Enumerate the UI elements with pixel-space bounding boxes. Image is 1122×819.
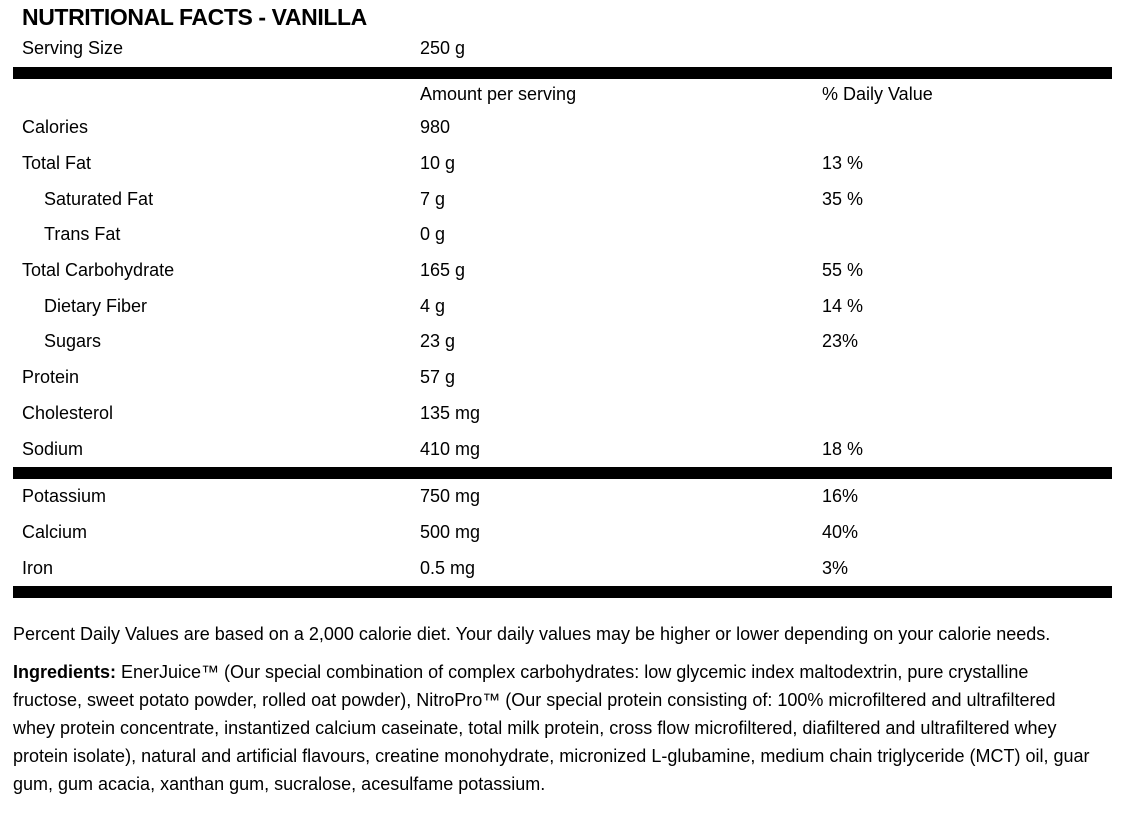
nutrient-amount: 57 g — [420, 367, 456, 388]
nutrient-amount: 135 mg — [420, 402, 481, 423]
table-row-protein: Protein 57 g — [0, 360, 1122, 396]
nutrient-amount: 7 g — [420, 188, 446, 209]
divider-bar-bottom — [13, 585, 1112, 598]
nutrient-amount: 980 — [420, 117, 451, 138]
nutrient-daily-value: 3% — [822, 557, 849, 578]
table-row-calcium: Calcium 500 mg 40% — [0, 515, 1122, 551]
nutrient-daily-value: 14 % — [822, 295, 864, 316]
nutrient-label: Saturated Fat — [44, 188, 154, 209]
nutrient-amount: 0.5 mg — [420, 557, 476, 578]
ingredients-text: EnerJuice™ (Our special combination of c… — [13, 661, 1090, 794]
table-row-potassium: Potassium 750 mg 16% — [0, 479, 1122, 515]
divider-bar-top — [13, 67, 1112, 79]
table-row-sodium: Sodium 410 mg 18 % — [0, 431, 1122, 467]
daily-value-note: Percent Daily Values are based on a 2,00… — [13, 623, 1051, 644]
nutrient-label: Sugars — [44, 331, 102, 352]
column-header-amount: Amount per serving — [420, 84, 577, 104]
table-row-sugars: Sugars 23 g 23% — [0, 324, 1122, 360]
nutrient-label: Potassium — [22, 486, 107, 507]
table-row-saturated-fat: Saturated Fat 7 g 35 % — [0, 181, 1122, 217]
table-header-row: Amount per serving % Daily Value — [0, 79, 1122, 110]
column-header-daily-value: % Daily Value — [822, 84, 933, 104]
nutrient-daily-value: 35 % — [822, 188, 864, 209]
nutrient-amount: 4 g — [420, 295, 446, 316]
nutrient-daily-value: 55 % — [822, 260, 864, 281]
table-row-iron: Iron 0.5 mg 3% — [0, 550, 1122, 586]
nutrient-daily-value: 18 % — [822, 438, 864, 459]
nutrient-label: Calcium — [22, 521, 88, 542]
nutrient-amount: 0 g — [420, 224, 446, 245]
divider-bar-middle — [13, 466, 1112, 479]
page-title: NUTRITIONAL FACTS - VANILLA — [22, 4, 367, 30]
serving-size-value: 250 g — [420, 38, 466, 58]
nutrient-daily-value: 16% — [822, 486, 859, 507]
nutrient-amount: 410 mg — [420, 438, 481, 459]
nutrient-label: Sodium — [22, 438, 84, 459]
table-row-dietary-fiber: Dietary Fiber 4 g 14 % — [0, 288, 1122, 324]
ingredients-label: Ingredients: — [13, 661, 117, 682]
table-row-trans-fat: Trans Fat 0 g — [0, 217, 1122, 253]
nutrient-daily-value: 13 % — [822, 153, 864, 174]
nutrient-label: Dietary Fiber — [44, 295, 148, 316]
table-row-calories: Calories 980 — [0, 110, 1122, 146]
nutrient-amount: 165 g — [420, 260, 466, 281]
nutrient-amount: 500 mg — [420, 521, 481, 542]
nutrient-amount: 23 g — [420, 331, 456, 352]
table-row-total-fat: Total Fat 10 g 13 % — [0, 146, 1122, 182]
nutrient-label: Calories — [22, 117, 89, 138]
table-row-total-carbohydrate: Total Carbohydrate 165 g 55 % — [0, 253, 1122, 289]
nutrient-label: Cholesterol — [22, 402, 114, 423]
ingredients-paragraph: Ingredients: EnerJuice™ (Our special com… — [13, 658, 1095, 798]
nutrient-label: Iron — [22, 557, 54, 578]
serving-size-row: Serving Size 250 g — [0, 30, 1122, 67]
nutrient-amount: 10 g — [420, 153, 456, 174]
nutrient-label: Trans Fat — [44, 224, 121, 245]
nutrient-label: Total Carbohydrate — [22, 260, 175, 281]
nutrient-daily-value: 40% — [822, 521, 859, 542]
nutrient-daily-value: 23% — [822, 331, 859, 352]
serving-size-label: Serving Size — [22, 38, 124, 58]
nutrient-label: Protein — [22, 367, 80, 388]
nutrient-label: Total Fat — [22, 153, 92, 174]
nutrient-amount: 750 mg — [420, 486, 481, 507]
table-row-cholesterol: Cholesterol 135 mg — [0, 396, 1122, 432]
